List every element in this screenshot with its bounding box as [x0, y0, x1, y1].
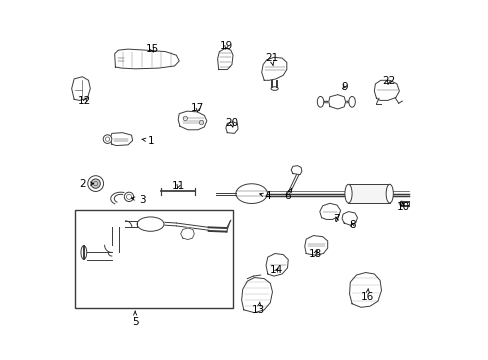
- Ellipse shape: [317, 96, 323, 107]
- Polygon shape: [328, 95, 345, 109]
- Polygon shape: [319, 203, 340, 220]
- Text: 8: 8: [348, 220, 355, 230]
- Polygon shape: [341, 212, 357, 225]
- Polygon shape: [178, 111, 206, 130]
- Text: 3: 3: [131, 195, 145, 205]
- Polygon shape: [241, 278, 272, 313]
- Polygon shape: [304, 235, 327, 255]
- Text: 18: 18: [308, 248, 322, 258]
- Text: 13: 13: [252, 302, 265, 315]
- Text: 6: 6: [284, 188, 291, 201]
- Text: 21: 21: [264, 53, 278, 66]
- Text: 10: 10: [396, 202, 409, 212]
- Polygon shape: [373, 80, 399, 100]
- Polygon shape: [225, 122, 238, 134]
- Polygon shape: [290, 166, 301, 175]
- Ellipse shape: [137, 217, 163, 231]
- Text: 12: 12: [78, 96, 91, 106]
- Circle shape: [103, 135, 112, 143]
- Text: 16: 16: [360, 289, 373, 302]
- Text: 19: 19: [220, 41, 233, 50]
- Polygon shape: [217, 48, 233, 69]
- Text: 22: 22: [381, 76, 394, 86]
- Polygon shape: [115, 49, 179, 69]
- Text: 5: 5: [132, 311, 138, 327]
- Polygon shape: [261, 57, 286, 80]
- Ellipse shape: [386, 184, 392, 203]
- Ellipse shape: [348, 96, 355, 107]
- Text: 20: 20: [225, 118, 238, 128]
- Text: 2: 2: [79, 179, 94, 189]
- Text: 7: 7: [333, 215, 339, 224]
- Text: 9: 9: [340, 82, 347, 92]
- Text: 14: 14: [269, 265, 283, 275]
- Circle shape: [88, 176, 103, 192]
- Bar: [75, 211, 233, 309]
- Text: 4: 4: [259, 191, 270, 201]
- Polygon shape: [110, 133, 132, 145]
- Ellipse shape: [81, 246, 86, 259]
- Text: 11: 11: [171, 181, 184, 191]
- Polygon shape: [349, 273, 381, 307]
- Polygon shape: [180, 228, 194, 239]
- Text: 15: 15: [145, 44, 158, 54]
- Polygon shape: [72, 77, 90, 100]
- Text: 17: 17: [191, 103, 204, 113]
- Ellipse shape: [344, 184, 351, 203]
- Text: 1: 1: [142, 136, 154, 145]
- Polygon shape: [265, 253, 287, 276]
- Circle shape: [124, 192, 133, 202]
- Circle shape: [91, 179, 100, 188]
- Ellipse shape: [235, 184, 267, 203]
